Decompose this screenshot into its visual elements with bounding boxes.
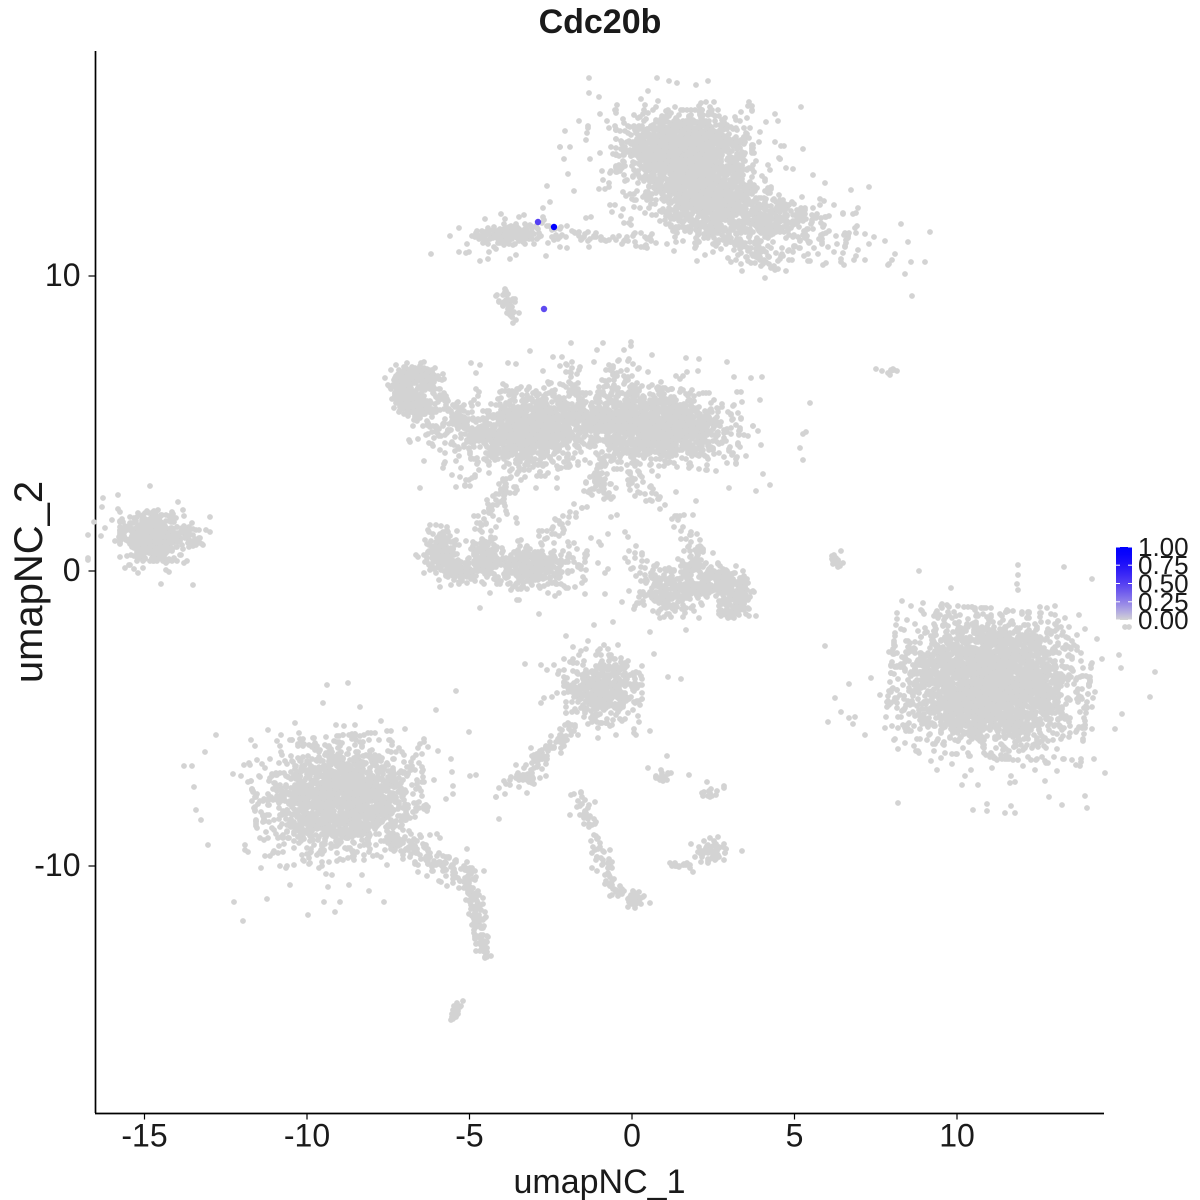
svg-text:-10: -10: [34, 847, 80, 883]
svg-text:0: 0: [623, 1118, 641, 1154]
svg-text:-15: -15: [121, 1118, 167, 1154]
svg-text:-5: -5: [455, 1118, 483, 1154]
svg-text:10: 10: [939, 1118, 975, 1154]
svg-text:-10: -10: [284, 1118, 330, 1154]
svg-text:5: 5: [786, 1118, 804, 1154]
svg-text:10: 10: [45, 257, 81, 293]
svg-text:0: 0: [63, 552, 81, 588]
svg-text:umapNC_2: umapNC_2: [7, 481, 51, 683]
svg-text:umapNC_1: umapNC_1: [514, 1163, 686, 1200]
